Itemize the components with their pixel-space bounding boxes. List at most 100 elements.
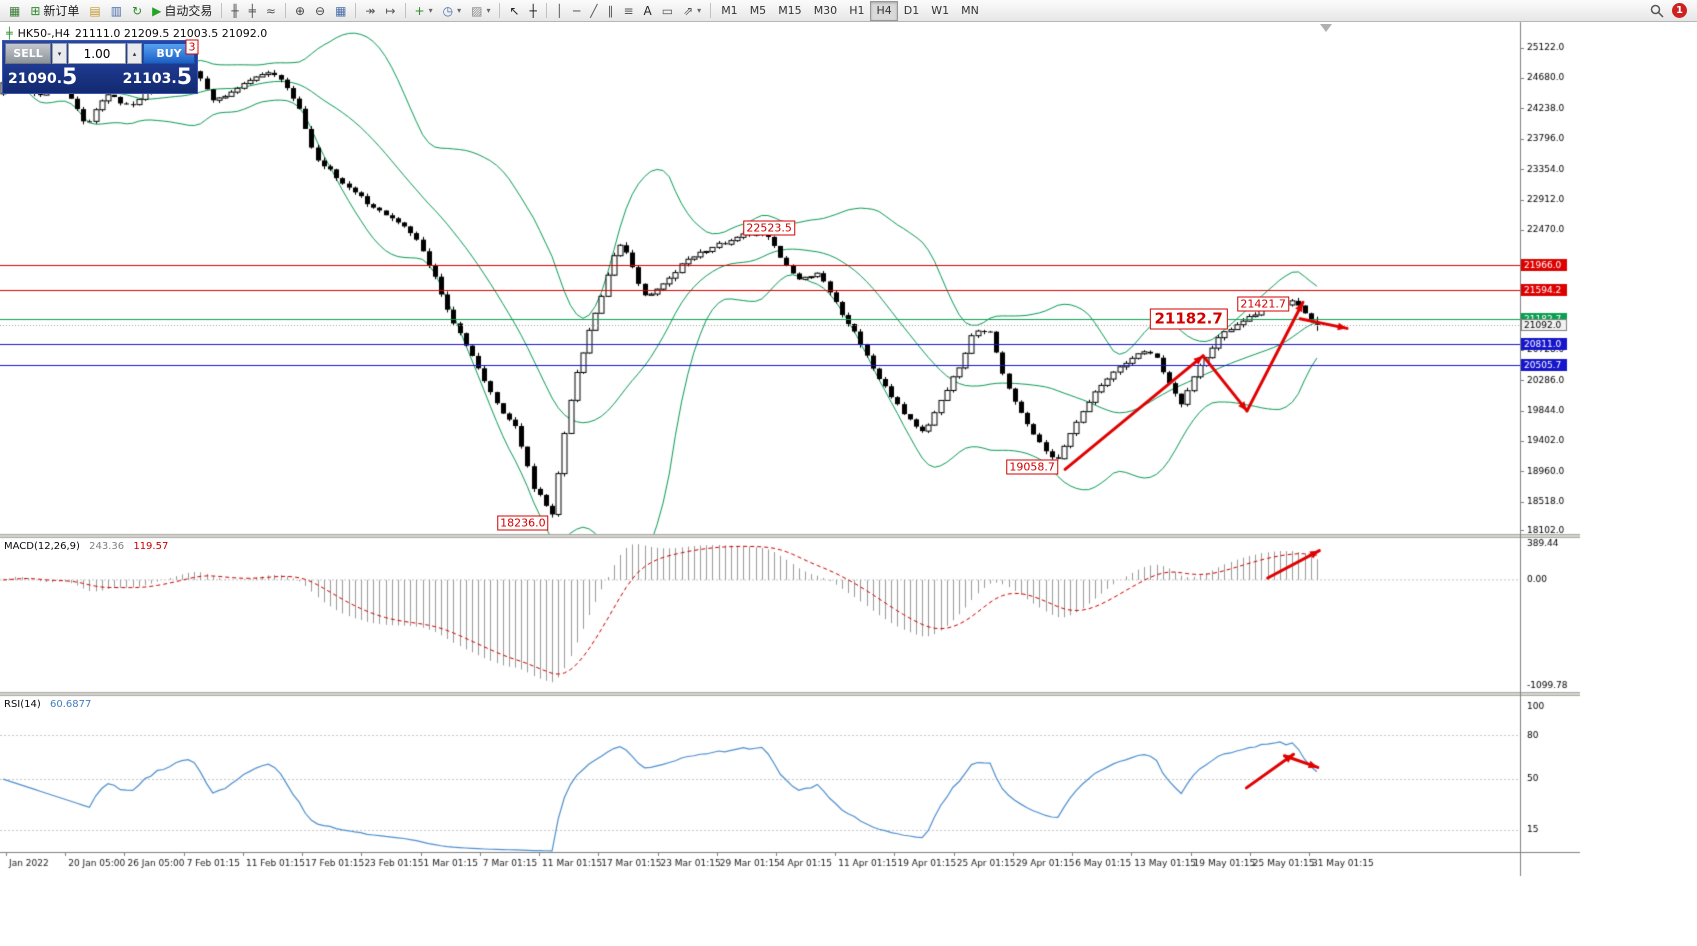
- indicators-button[interactable]: + ▾: [410, 1, 438, 21]
- label-button[interactable]: ▭: [657, 1, 678, 21]
- label-icon: ▭: [661, 3, 674, 18]
- arrow-tool-icon: ⇗: [683, 3, 694, 18]
- sell-price: 21090. 5: [8, 67, 77, 89]
- play-icon: ▶: [152, 3, 162, 18]
- macd-value-signal: 119.57: [133, 541, 169, 552]
- timeframe-h4-button[interactable]: H4: [870, 0, 898, 21]
- templates-button[interactable]: ▨ ▾: [466, 1, 495, 21]
- macd-label: MACD(12,26,9): [4, 541, 80, 552]
- toolbar-right: 1: [1650, 3, 1693, 18]
- refresh-icon: ↻: [132, 3, 143, 18]
- timeframe-m15-button[interactable]: M15: [778, 4, 802, 17]
- clipped-price-label: 3: [185, 39, 199, 55]
- cursor-icon: ↖: [509, 3, 520, 18]
- vertical-line-button[interactable]: │: [551, 1, 568, 21]
- refresh-button[interactable]: ↻: [127, 1, 147, 21]
- trendline-icon: ╱: [590, 3, 598, 18]
- horizontal-line-button[interactable]: ─: [568, 1, 585, 21]
- timeframe-m5-button[interactable]: M5: [749, 4, 767, 17]
- timeframe-h1-button[interactable]: H1: [849, 4, 865, 17]
- toolbar-separator: [355, 3, 357, 18]
- crosshair-button[interactable]: ┼: [525, 1, 542, 21]
- line-chart-icon: ≈: [265, 3, 276, 18]
- chart-ohlc-values: 21111.0 21209.5 21003.5 21092.0: [74, 27, 268, 40]
- candlestick-icon: ╪: [6, 27, 13, 40]
- timeframe-m1-button[interactable]: M1: [721, 4, 738, 17]
- price-label[interactable]: 21421.7: [1237, 296, 1289, 312]
- volume-decrease-button[interactable]: ▾: [52, 43, 67, 64]
- auto-scroll-icon: ↠: [365, 3, 376, 18]
- new-order-button[interactable]: ⊞ 新订单: [25, 1, 84, 21]
- arrows-button[interactable]: ⇗ ▾: [678, 1, 706, 21]
- zoom-out-button[interactable]: ⊖: [310, 1, 330, 21]
- one-click-trading-panel: SELL ▾ ▴ BUY 21090.5 21103.5: [2, 40, 198, 94]
- price-label[interactable]: 21182.7: [1149, 308, 1228, 330]
- toolbar-separator: [284, 3, 286, 18]
- text-button[interactable]: A: [639, 1, 657, 21]
- new-order-button-label: 新订单: [43, 4, 80, 18]
- new-order-icon: ⊞: [30, 3, 41, 18]
- crosshair-icon: ┼: [529, 3, 537, 18]
- text-icon: A: [643, 3, 652, 18]
- timeframe-d1-button[interactable]: D1: [903, 4, 920, 17]
- toolbar: ▦ ⊞ 新订单 ▤ ▥ ↻ ▶ 自动交易 ╫ ╪ ≈ ⊕ ⊖ ▦ ↠ ↦ + ▾ ◷ ▾ ▨ ▾ ↖ ┼ │ ─ ╱ ∥ ≡ A ▭ ⇗ ▾ M1…: [0, 0, 1697, 22]
- chart-shift-icon: ↦: [385, 3, 396, 18]
- sell-button[interactable]: SELL: [5, 43, 51, 64]
- zoom-in-button[interactable]: ⊕: [290, 1, 310, 21]
- volume-increase-button[interactable]: ▴: [127, 43, 142, 64]
- auto-trading-button[interactable]: ▶ 自动交易: [147, 1, 217, 21]
- auto-trading-button-label: 自动交易: [164, 4, 213, 18]
- dropdown-arrow-icon: ▾: [457, 6, 462, 15]
- timeframe-m30-button[interactable]: M30: [813, 4, 838, 17]
- templates-icon: ▨: [471, 3, 483, 18]
- trendline-button[interactable]: ╱: [585, 1, 602, 21]
- timeframe-mn-button[interactable]: MN: [961, 4, 979, 17]
- tile-windows-button[interactable]: ▦: [330, 1, 351, 21]
- bar-chart-button[interactable]: ╫: [226, 1, 243, 21]
- toolbar-separator: [221, 3, 223, 18]
- buy-price: 21103. 5: [123, 67, 192, 89]
- search-icon[interactable]: [1650, 4, 1664, 18]
- candlestick-chart-icon: ╪: [248, 3, 256, 18]
- periods-button[interactable]: ◷ ▾: [438, 1, 467, 21]
- sell-price-main: 21090.: [8, 71, 63, 87]
- channel-icon: ∥: [607, 3, 614, 18]
- chart-symbol-period: HK50-,H4: [17, 27, 70, 40]
- chart-window-button[interactable]: ▦: [4, 1, 25, 21]
- auto-scroll-button[interactable]: ↠: [360, 1, 380, 21]
- profile-button[interactable]: ▤: [84, 1, 105, 21]
- notification-badge[interactable]: 1: [1672, 3, 1687, 18]
- trade-prices-row: 21090. 5 21103. 5: [5, 64, 195, 91]
- channel-button[interactable]: ∥: [602, 1, 618, 21]
- toolbar-separator: [710, 3, 712, 18]
- chart-shift-marker[interactable]: [1320, 24, 1332, 32]
- chart-shift-button[interactable]: ↦: [380, 1, 400, 21]
- fibonacci-button[interactable]: ≡: [618, 1, 638, 21]
- buy-price-main: 21103.: [122, 71, 177, 87]
- timeframe-w1-button[interactable]: W1: [931, 4, 950, 17]
- sell-price-pip: 5: [62, 65, 78, 90]
- volume-input[interactable]: [68, 43, 126, 64]
- profile-icon: ▤: [89, 3, 101, 18]
- chart-title: ╪ HK50-,H4 21111.0 21209.5 21003.5 21092…: [6, 27, 267, 40]
- macd-value-main: 243.36: [89, 541, 125, 552]
- line-chart-button[interactable]: ≈: [261, 1, 281, 21]
- rsi-value: 60.6877: [49, 699, 92, 710]
- toolbar-separator: [404, 3, 406, 18]
- cursor-button[interactable]: ↖: [504, 1, 524, 21]
- price-label[interactable]: 18236.0: [497, 515, 549, 531]
- rsi-header: RSI(14) 60.6877: [4, 699, 91, 710]
- candlestick-chart-button[interactable]: ╪: [244, 1, 261, 21]
- horizontal-line-icon: ─: [573, 3, 581, 18]
- price-label[interactable]: 19058.7: [1006, 459, 1058, 475]
- zoom-out-icon: ⊖: [315, 3, 326, 18]
- trade-controls-row: SELL ▾ ▴ BUY: [5, 43, 195, 64]
- data-window-icon: ▥: [110, 3, 123, 18]
- clock-icon: ◷: [442, 3, 454, 18]
- fibonacci-icon: ≡: [623, 3, 634, 18]
- zoom-in-icon: ⊕: [294, 3, 306, 18]
- dropdown-arrow-icon: ▾: [486, 6, 491, 15]
- data-window-button[interactable]: ▥: [106, 1, 127, 21]
- price-label[interactable]: 22523.5: [743, 220, 795, 236]
